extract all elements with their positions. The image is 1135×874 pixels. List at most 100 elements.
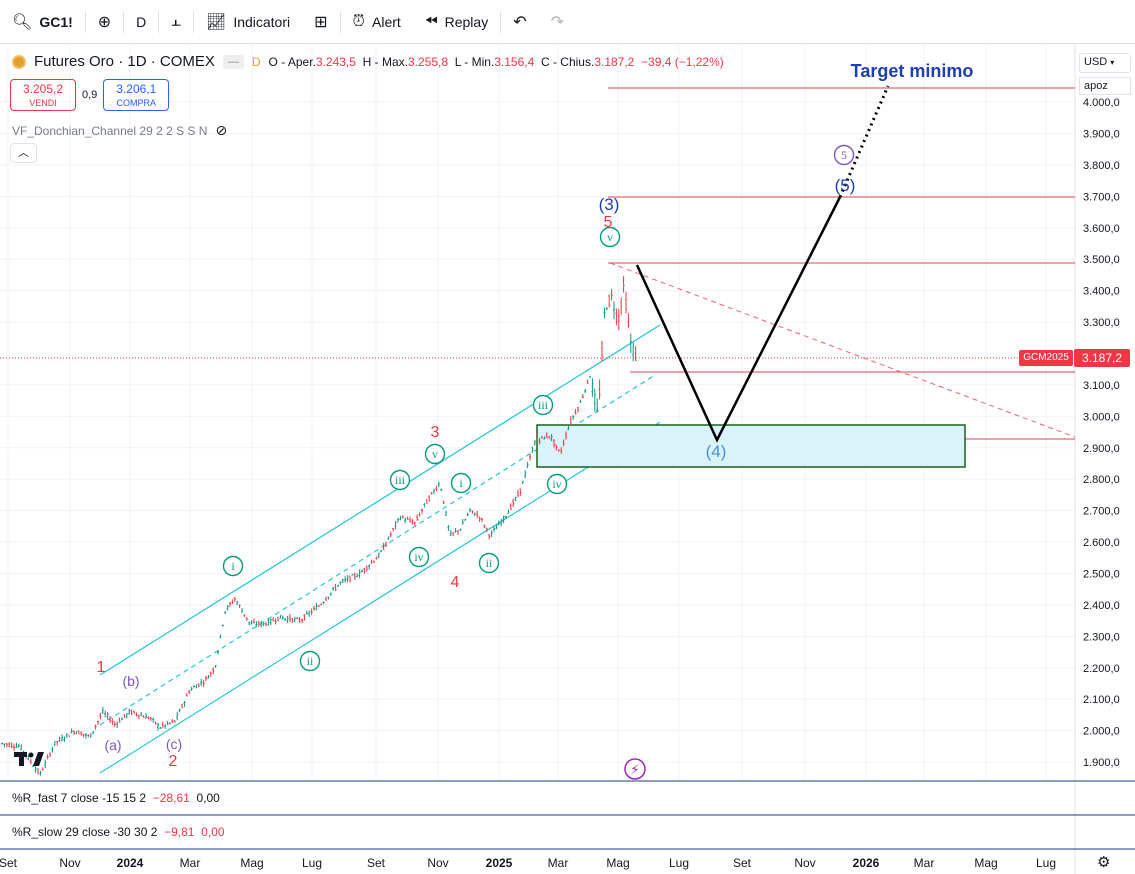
wave-label-iii-second: iii [532, 394, 554, 416]
candle-bar [605, 307, 608, 310]
wave-label-5: 5 [604, 214, 613, 231]
bar-type-icon: ⫠ [171, 12, 181, 30]
buy-button[interactable]: 3.206,1 COMPRA [103, 79, 170, 111]
candle-bar [80, 731, 83, 736]
candle-bar [627, 313, 630, 328]
candle-bar [577, 407, 579, 413]
wave-label-1: 1 [97, 659, 106, 676]
redo-button[interactable]: ↷ [539, 0, 576, 43]
price-axis-label: 3.800,0 [1083, 160, 1120, 172]
currency-selector[interactable]: USD ▾ [1079, 53, 1131, 73]
wave-label-i: i [222, 555, 244, 577]
replay-button[interactable]: ⏪︎ Replay [413, 0, 500, 43]
toolbar-divider [84, 10, 86, 33]
candle-bar [221, 624, 224, 627]
price-axis-label: 3.500,0 [1083, 254, 1120, 266]
symbol-search[interactable]: 🔍︎ GC1! [0, 0, 85, 43]
candle-bar [560, 447, 563, 454]
chevron-down-icon: ▾ [1110, 58, 1115, 67]
alert-button[interactable]: ⏰︎ Alert [341, 0, 413, 43]
candle-bar [308, 610, 311, 617]
candle-bar [147, 716, 150, 720]
candle-bar [123, 713, 126, 718]
indicator-legend[interactable]: VF_Donchian_Channel 29 2 2 S S N ⊘ [12, 122, 227, 139]
candle-bar [1, 742, 3, 745]
candle-bar [15, 742, 18, 749]
high-value: 3.255,8 [407, 54, 449, 69]
candle-bar [409, 516, 411, 523]
sell-button[interactable]: 3.205,2 VENDI [10, 79, 76, 111]
candle-bar [39, 770, 42, 776]
wave-label-ii-second: ii [478, 552, 500, 574]
legend-title[interactable]: Futures Oro · 1D · COMEX [34, 53, 215, 70]
candle-bar [82, 733, 85, 738]
layout-icon: ⊞ [314, 13, 328, 31]
candle-bar [111, 718, 114, 725]
candle-bar [188, 689, 191, 695]
candle-bar [368, 564, 371, 570]
candle-bar [29, 758, 32, 765]
candle-bar [596, 398, 599, 413]
candle-bar [8, 742, 11, 748]
candle-bar [248, 621, 251, 626]
candle-bar [418, 512, 421, 517]
candle-bar [380, 549, 383, 553]
bar-type-button[interactable]: ⫠ [159, 0, 193, 43]
undo-icon: ↶ [513, 13, 527, 31]
r-fast-pane-legend[interactable]: %R_fast 7 close -15 15 2 −28,61 0,00 [12, 791, 220, 805]
indicators-button[interactable]: 📈︎ Indicatori [194, 0, 302, 43]
candle-bar [219, 634, 222, 639]
candle-bar [272, 616, 275, 622]
settings-gear-icon[interactable]: ⚙ [1097, 854, 1111, 871]
time-axis[interactable]: Set Nov 2024 Mar Mag Lug Set Nov 2025 Mar Mag Lug Se… [0, 856, 1075, 872]
channel-mid-line [99, 374, 656, 726]
candle-bar [53, 741, 56, 746]
candle-bar [495, 524, 498, 530]
interval-button[interactable]: D [124, 0, 158, 43]
candle-bar [569, 416, 572, 426]
candle-bar [200, 678, 203, 687]
price-axis-label: 2.100,0 [1083, 694, 1120, 706]
candle-bar [531, 446, 534, 453]
candle-bar [145, 712, 147, 719]
candle-bar [341, 578, 344, 583]
price-axis-label: 3.400,0 [1083, 286, 1120, 298]
candle-bar [214, 665, 217, 668]
candle-bar [493, 526, 495, 532]
r-slow-value2: 0,00 [201, 825, 225, 839]
indicators-icon: 📈︎ [206, 13, 227, 31]
candle-bar [315, 603, 318, 611]
candle-bar [298, 617, 301, 623]
undo-button[interactable]: ↶ [501, 0, 538, 43]
add-symbol-icon: ⊕ [97, 13, 112, 31]
layout-button[interactable]: ⊞ [302, 0, 339, 43]
candle-bar [526, 462, 529, 468]
candle-bar [598, 379, 601, 400]
candle-bar [212, 667, 215, 675]
add-symbol-button[interactable]: ⊕ [86, 0, 123, 43]
toolbar-divider [158, 10, 160, 33]
candle-bar [461, 519, 464, 525]
apoz-label: apoz [1084, 80, 1108, 92]
candle-bar [514, 496, 517, 502]
wave-label-a: (a) [104, 737, 121, 753]
close-label: C - Chius. [540, 54, 595, 69]
wave-label-2: 2 [169, 753, 178, 770]
time-axis-label: Nov [59, 856, 81, 870]
collapse-legend-button[interactable]: ︿ [10, 143, 37, 163]
candle-bar [58, 736, 61, 743]
r-slow-pane-legend[interactable]: %R_slow 29 close -30 30 2 −9,81 0,00 [12, 825, 225, 839]
candle-bar [567, 425, 570, 431]
candle-bar [579, 399, 582, 403]
candle-bar [166, 721, 169, 726]
wave-labels: 1(b)(a) (c)2iiiiiiivv34iiiiiiivv5(3)(4)5(… [14, 61, 973, 780]
candle-bar [449, 529, 452, 536]
candle-bar [109, 715, 111, 723]
candle-bar [164, 724, 167, 729]
candle-bar [548, 435, 551, 440]
hidden-eye-icon[interactable]: ⊘ [215, 122, 228, 138]
search-icon: 🔍︎ [12, 13, 33, 31]
candle-bar [51, 746, 54, 753]
candle-bar [457, 530, 459, 536]
